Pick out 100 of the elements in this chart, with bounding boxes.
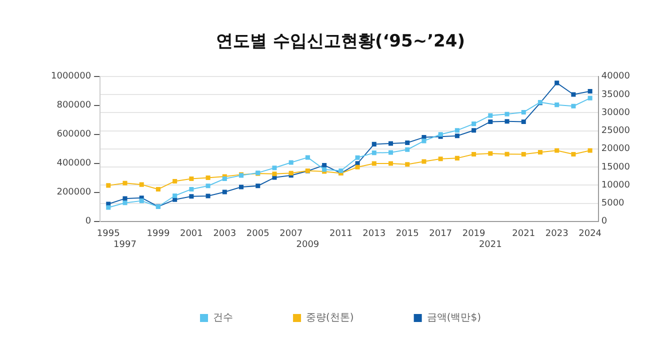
chart-title: 연도별 수입신고현황(‘95~’24) (216, 32, 465, 52)
point (372, 161, 376, 166)
y-tick-label: 0 (85, 216, 92, 227)
point (472, 128, 476, 133)
point (521, 152, 526, 157)
point (422, 159, 426, 164)
point (488, 119, 493, 124)
x-tick-label: 2015 (396, 229, 419, 240)
point (405, 147, 410, 152)
y2-tick-label: 15000 (601, 162, 630, 172)
x-tick-label: 2023 (545, 229, 568, 240)
point (256, 184, 260, 188)
y-tick-label: 200000 (56, 188, 92, 198)
point (122, 180, 128, 186)
y2-tick-label: 35000 (601, 90, 630, 100)
x-tick-label: 2019 (462, 229, 486, 240)
point (156, 186, 160, 192)
y-tick-label: 400000 (56, 158, 92, 169)
point (206, 184, 210, 188)
point (355, 164, 360, 170)
point (206, 175, 210, 180)
y-tick-label: 600000 (56, 130, 92, 140)
point (538, 150, 542, 154)
point (554, 148, 560, 153)
point (454, 134, 460, 138)
x-tick-label: 1999 (146, 229, 170, 240)
point (504, 112, 510, 116)
point (272, 172, 277, 176)
point (388, 150, 394, 155)
x-tick-label: 2005 (246, 229, 270, 240)
point (189, 186, 194, 192)
point (405, 162, 410, 167)
x-tick-label: 2011 (329, 229, 352, 240)
point (139, 182, 144, 187)
point (206, 194, 210, 198)
x-tick-label: 1995 (96, 229, 120, 240)
point (272, 166, 277, 170)
point (122, 200, 128, 206)
point (239, 184, 244, 190)
point (388, 161, 394, 166)
point (504, 152, 510, 156)
x-tick-label: 2003 (213, 229, 236, 240)
point (504, 119, 510, 124)
point (571, 92, 576, 97)
y2-tick-label: 20000 (601, 144, 630, 154)
point (288, 160, 294, 165)
point (355, 155, 360, 160)
legend-label: 건수 (213, 312, 234, 324)
point (571, 104, 576, 108)
point (472, 122, 476, 126)
point (588, 89, 592, 94)
point (172, 193, 178, 198)
point (422, 138, 426, 144)
point (454, 128, 460, 133)
x-tick-label: 2001 (180, 229, 203, 240)
y2-tick-label: 40000 (601, 72, 630, 82)
point (588, 96, 592, 100)
x-tick-label: 2021 (512, 229, 536, 240)
x-tick-label: 2007 (280, 229, 303, 240)
point (388, 141, 394, 146)
x-tick-label: 2024 (578, 229, 602, 240)
x-tick-label: 2013 (362, 229, 386, 240)
y2-tick-label: 30000 (601, 108, 630, 118)
point (106, 183, 111, 188)
y-tick-label: 1000000 (50, 72, 92, 82)
point (222, 190, 227, 194)
point (438, 156, 443, 162)
point (288, 170, 294, 176)
point (172, 178, 178, 184)
y2-tick-label: 0 (601, 216, 608, 227)
y2-tick-label: 10000 (601, 180, 630, 190)
y-tick-label: 800000 (56, 100, 92, 111)
point (405, 140, 410, 145)
point (488, 113, 493, 118)
x-tick-label: 2021 (478, 240, 502, 250)
point (122, 196, 128, 201)
point (554, 80, 560, 86)
point (521, 110, 526, 114)
x-tick-label: 1997 (114, 240, 136, 250)
x-tick-label: 2017 (429, 229, 452, 240)
point (554, 102, 560, 108)
point (106, 205, 111, 210)
legend-label: 금액(백만$) (426, 312, 482, 324)
point (139, 198, 144, 204)
point (571, 152, 576, 157)
point (305, 155, 310, 160)
x-tick-label: 2009 (296, 240, 320, 250)
point (488, 151, 493, 156)
point (588, 148, 592, 153)
point (222, 176, 227, 182)
point (521, 119, 526, 124)
point (372, 142, 376, 146)
point (189, 194, 194, 199)
legend-label: 중량(천톤) (306, 312, 354, 324)
y2-tick-label: 5000 (601, 198, 625, 209)
point (372, 150, 376, 156)
point (454, 156, 460, 160)
y2-tick-label: 25000 (601, 126, 630, 136)
point (189, 176, 194, 182)
point (472, 152, 476, 157)
